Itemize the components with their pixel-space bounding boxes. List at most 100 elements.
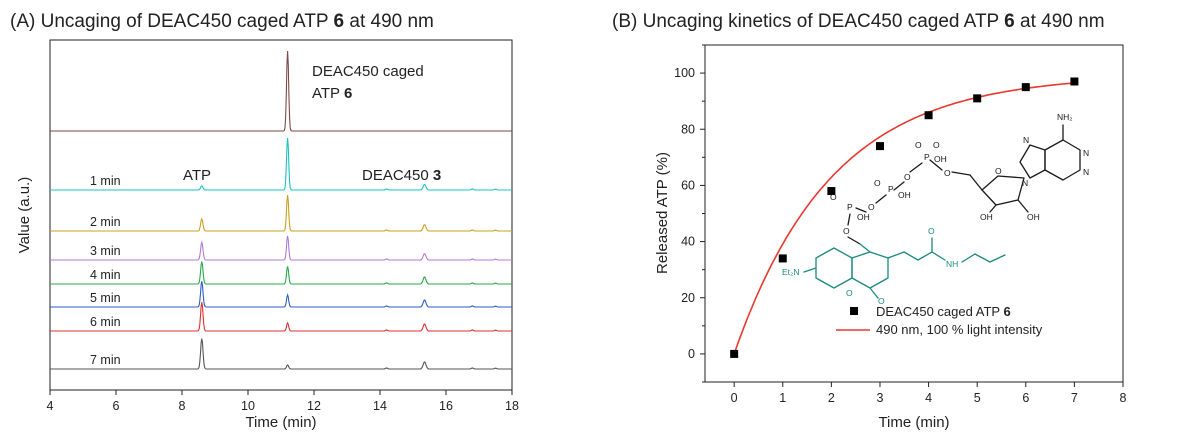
label-o-link-2: O	[868, 202, 875, 212]
label-p-beta: P	[888, 184, 894, 194]
x-tick-label: 18	[505, 399, 519, 413]
vinyl-bond-1	[887, 251, 905, 259]
panel-b: (B) Uncaging kinetics of DEAC450 caged A…	[612, 11, 1127, 431]
imidazole-ring	[1019, 144, 1046, 179]
y-tick-label: 0	[688, 347, 695, 361]
label-n9: N	[1022, 178, 1028, 188]
trace-label: 7 min	[90, 353, 121, 367]
trace-7-min	[50, 338, 512, 370]
data-point	[973, 94, 982, 103]
propargyl-bond-1	[961, 253, 976, 263]
panel-b-x-axis-label: Time (min)	[878, 414, 949, 431]
data-point	[1021, 83, 1030, 92]
p-bond-1	[929, 159, 943, 171]
p-bond-2	[909, 162, 923, 173]
o-bond	[951, 171, 971, 176]
fit-curve	[733, 82, 1075, 355]
label-ring-o: O	[995, 166, 1002, 176]
trace-label: 6 min	[90, 315, 121, 329]
label-o-g2: O	[933, 140, 940, 150]
trace-label: 3 min	[90, 244, 121, 258]
trace-label: 1 min	[90, 174, 121, 188]
label-oh-ribose-2: OH	[980, 212, 993, 222]
vinyl-bond-2	[903, 251, 919, 261]
label-n1: N	[1083, 148, 1089, 158]
amide-bond-2	[931, 251, 946, 261]
panel-a-x-axis-label: Time (min)	[245, 414, 316, 431]
label-p-alpha: P	[847, 202, 853, 212]
label-p-gamma: P	[924, 152, 930, 162]
legend-label-fit: 490 nm, 100 % light intensity	[876, 322, 1043, 337]
annotation-deac450: DEAC450 3	[362, 167, 441, 184]
structure-drawing: NH₂ N N N N O OH OH O P O O OH O P O	[782, 112, 1089, 306]
y-tick-label: 60	[681, 178, 695, 192]
x-tick-label: 4	[47, 399, 54, 413]
oh-bond-1	[1017, 199, 1029, 213]
data-point	[1070, 77, 1079, 86]
x-tick-label: 0	[731, 391, 738, 405]
x-tick-label: 4	[925, 391, 932, 405]
trace-1-min	[50, 137, 512, 191]
panel-a-x-ticks: 4 6 8 10 12 14 16 18	[47, 390, 519, 413]
label-oh-g: OH	[934, 154, 947, 164]
y-tick-label: 40	[681, 235, 695, 249]
coumarin-ring-2	[815, 247, 853, 289]
cage-link	[859, 243, 871, 253]
x-tick-label: 16	[439, 399, 453, 413]
panel-b-data-points	[730, 77, 1079, 358]
trace-5-min	[50, 281, 512, 308]
label-o-link-1: O	[904, 172, 911, 182]
amide-bond-1	[917, 251, 933, 261]
x-tick-label: 7	[1071, 391, 1078, 405]
x-tick-label: 6	[1022, 391, 1029, 405]
trace-caged-atp-reference	[50, 50, 512, 132]
label-n3: N	[1083, 167, 1089, 177]
y-tick-label: 80	[681, 122, 695, 136]
label-o-link-3: O	[843, 226, 850, 236]
alkyne-bond	[989, 254, 1006, 263]
x-tick-label: 5	[974, 391, 981, 405]
label-oh-a: OH	[857, 212, 870, 222]
panel-a-trace-labels: 1 min 2 min 3 min 4 min 5 min 6 min 7 min	[90, 174, 121, 367]
p-bond-5	[855, 207, 867, 213]
annotation-caged-atp-line2: ATP 6	[312, 85, 352, 102]
trace-label: 4 min	[90, 268, 121, 282]
trace-3-min	[50, 235, 512, 261]
annotation-caged-atp-line1: DEAC450 caged	[312, 63, 424, 80]
panel-a: (A) Uncaging of DEAC450 caged ATP 6 at 4…	[10, 11, 519, 431]
label-nh: NH	[946, 259, 958, 269]
label-nh2: NH₂	[1057, 112, 1073, 122]
trace-label: 2 min	[90, 215, 121, 229]
panel-a-title: (A) Uncaging of DEAC450 caged ATP 6 at 4…	[10, 11, 434, 32]
data-point	[827, 187, 836, 196]
trace-6-min	[50, 302, 512, 332]
ch2-bond	[969, 174, 983, 191]
x-tick-label: 8	[179, 399, 186, 413]
x-tick-label: 12	[307, 399, 321, 413]
x-tick-label: 14	[373, 399, 387, 413]
label-n7: N	[1023, 135, 1029, 145]
data-point	[778, 254, 787, 263]
data-point	[730, 349, 739, 358]
legend-label-scatter: DEAC450 caged ATP 6	[876, 304, 1011, 319]
cage-bond	[847, 236, 861, 245]
label-oh-ribose-1: OH	[1027, 212, 1040, 222]
x-tick-label: 1	[779, 391, 786, 405]
y-tick-label: 20	[681, 291, 695, 305]
panel-a-y-axis-label: Value (a.u.)	[16, 177, 33, 253]
panel-b-legend: DEAC450 caged ATP 6 490 nm, 100 % light …	[836, 304, 1043, 337]
x-tick-label: 8	[1120, 391, 1127, 405]
x-tick-label: 10	[241, 399, 255, 413]
oh-bond-2	[989, 204, 997, 213]
propargyl-bond-2	[974, 253, 991, 263]
label-o5: O	[944, 168, 951, 178]
trace-2-min	[50, 194, 512, 232]
amine-bond-coumarin	[803, 267, 817, 273]
coumarin-ring-1	[851, 251, 889, 289]
p-bond-4	[875, 194, 887, 204]
p-bond-6	[847, 213, 851, 226]
panel-b-title: (B) Uncaging kinetics of DEAC450 caged A…	[612, 11, 1105, 32]
label-et2n: Et₂N	[782, 267, 799, 277]
